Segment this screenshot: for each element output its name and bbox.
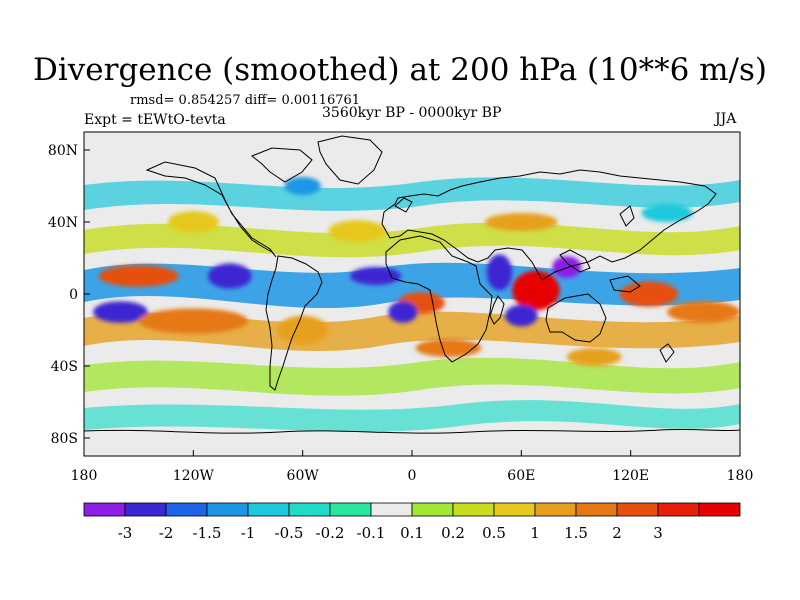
colorbar-label: -1 [241, 524, 256, 542]
anomaly-region [486, 254, 513, 291]
colorbar-swatch [329, 502, 372, 517]
lat-tick-label: 80S [51, 431, 78, 447]
anomaly-blobs [93, 177, 740, 366]
colorbar-label: 1 [530, 524, 540, 542]
colorbar-swatch [165, 502, 208, 517]
coastlines [84, 135, 740, 434]
latitude-axis: 80N 40N 0 40S 80S [48, 143, 90, 447]
colorbar-swatch [288, 502, 331, 517]
anomaly-region [167, 211, 219, 233]
anomaly-region [277, 315, 329, 345]
colorbar-swatch [493, 502, 536, 517]
colorbar-label: 0.2 [441, 524, 465, 542]
anomaly-region [138, 308, 248, 334]
lon-tick-label: 60W [287, 468, 320, 484]
colorbar-swatch [698, 502, 741, 517]
colorbar-label: 0.1 [400, 524, 424, 542]
experiment-label: Expt = tEWtO-tevta [84, 112, 226, 128]
colorbar-swatch [452, 502, 495, 517]
longitude-axis: 180 120W 60W 0 60E 120E 180 [71, 450, 754, 484]
anomaly-region [98, 265, 179, 287]
anomaly-region [619, 281, 679, 307]
colorbar-swatch [247, 502, 290, 517]
anomaly-region [388, 301, 418, 323]
statistics-label: rmsd= 0.854257 diff= 0.00116761 [130, 93, 361, 108]
period-label: 3560kyr BP - 0000kyr BP [322, 105, 502, 121]
colorbar-swatch [616, 502, 659, 517]
colorbar-swatch [124, 502, 167, 517]
lon-tick-label: 120W [173, 468, 215, 484]
anomaly-region [552, 256, 582, 278]
anomaly-region [566, 348, 622, 366]
colorbar-swatch [370, 502, 413, 517]
anomaly-region [512, 270, 560, 311]
colorbar-swatch [83, 502, 126, 517]
anomaly-region [328, 220, 387, 242]
figure-title: Divergence (smoothed) at 200 hPa (10**6 … [33, 52, 767, 88]
lat-tick-label: 40N [48, 215, 78, 231]
map-area [84, 132, 740, 456]
lon-tick-label: 180 [71, 468, 98, 484]
colorbar-label: 0.5 [482, 524, 506, 542]
anomaly-region [350, 267, 402, 285]
colorbar-label: -0.5 [275, 524, 304, 542]
lon-tick-label: 60E [507, 468, 535, 484]
lat-tick-label: 40S [51, 359, 78, 375]
colorbar-label: 3 [653, 524, 663, 542]
colorbar-label: 1.5 [564, 524, 588, 542]
divergence-contour-field [84, 177, 740, 432]
anomaly-region [641, 204, 693, 222]
colorbar-label: -0.1 [357, 524, 386, 542]
anomaly-region [415, 339, 482, 357]
anomaly-region [207, 263, 252, 289]
colorbar: -3 -2 -1.5 -1 -0.5 -0.2 -0.1 0.1 0.2 0.5 1 1.5 2 3 [83, 502, 741, 542]
colorbar-label: -1.5 [193, 524, 222, 542]
lat-tick-label: 0 [69, 287, 78, 303]
anomaly-region [667, 301, 740, 323]
colorbar-label: 2 [612, 524, 622, 542]
lat-tick-label: 80N [48, 143, 78, 159]
anomaly-region [484, 213, 558, 231]
anomaly-region [504, 304, 538, 327]
season-label: JJA [715, 111, 737, 127]
lon-tick-label: 0 [408, 468, 417, 484]
colorbar-swatch [411, 502, 454, 517]
colorbar-label: -0.2 [316, 524, 345, 542]
lon-tick-label: 180 [727, 468, 754, 484]
colorbar-swatch [534, 502, 577, 517]
colorbar-swatch [657, 502, 700, 517]
colorbar-label: -2 [159, 524, 174, 542]
anomaly-region [93, 301, 148, 323]
lon-tick-label: 120E [612, 468, 649, 484]
anomaly-region [284, 177, 321, 195]
colorbar-swatch [575, 502, 618, 517]
colorbar-swatch [206, 502, 249, 517]
colorbar-label: -3 [118, 524, 133, 542]
